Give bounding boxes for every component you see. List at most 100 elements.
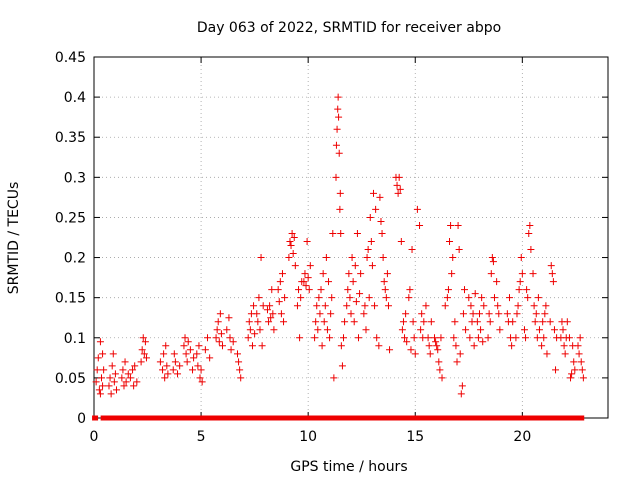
data-point	[332, 141, 340, 149]
zero-baseline-point	[555, 415, 562, 421]
data-point	[278, 270, 286, 278]
data-point	[526, 221, 534, 229]
data-point	[204, 334, 212, 342]
data-point	[368, 262, 376, 270]
data-point	[560, 342, 568, 350]
data-point	[446, 238, 454, 246]
zero-baseline-point	[118, 415, 125, 421]
zero-baseline-point	[451, 415, 458, 421]
zero-baseline-point	[383, 415, 390, 421]
data-point	[437, 334, 445, 342]
data-point	[295, 286, 303, 294]
data-point	[196, 374, 204, 382]
data-point	[156, 358, 164, 366]
zero-baseline-point	[264, 415, 271, 421]
zero-baseline-point	[223, 415, 230, 421]
data-point	[329, 229, 337, 237]
data-point	[285, 254, 293, 262]
data-point	[122, 378, 130, 386]
zero-baseline-point	[197, 415, 204, 421]
zero-baseline-point	[172, 415, 179, 421]
data-point	[480, 302, 488, 310]
data-point	[142, 354, 150, 362]
zero-baseline-point	[279, 415, 286, 421]
data-point	[315, 294, 323, 302]
data-point	[376, 193, 384, 201]
zero-baseline-point	[502, 415, 509, 421]
data-point	[361, 302, 369, 310]
x-axis-title: GPS time / hours	[290, 459, 407, 475]
data-point	[431, 334, 439, 342]
zero-baseline-point	[291, 415, 298, 421]
data-point	[251, 330, 259, 338]
data-point	[452, 342, 460, 350]
zero-baseline-point	[258, 415, 265, 421]
data-point	[99, 350, 107, 358]
data-point	[327, 310, 335, 318]
zero-baseline-point	[390, 415, 397, 421]
data-point	[343, 302, 351, 310]
data-point	[485, 310, 493, 318]
data-point	[533, 334, 541, 342]
data-point	[397, 238, 405, 246]
data-point	[448, 270, 456, 278]
zero-baseline-point	[268, 415, 275, 421]
data-point	[477, 326, 485, 334]
zero-baseline-point	[436, 415, 443, 421]
data-point	[108, 362, 116, 370]
zero-baseline-point	[375, 415, 382, 421]
data-point	[338, 362, 346, 370]
data-point	[265, 318, 273, 326]
data-point	[413, 205, 421, 213]
zero-baseline-point	[204, 415, 211, 421]
data-point	[337, 229, 345, 237]
data-point	[399, 318, 407, 326]
data-point	[348, 254, 356, 262]
data-point	[312, 318, 320, 326]
data-point	[541, 310, 549, 318]
data-point	[395, 173, 403, 181]
data-point	[538, 342, 546, 350]
data-point	[186, 346, 194, 354]
data-point	[213, 326, 221, 334]
zero-baseline-point	[168, 415, 175, 421]
data-point	[332, 173, 340, 181]
data-point	[235, 358, 243, 366]
data-point	[256, 326, 264, 334]
data-point	[476, 310, 483, 318]
data-point	[565, 334, 573, 342]
data-point	[171, 358, 179, 366]
data-point	[449, 254, 457, 262]
zero-baseline-point	[123, 415, 130, 421]
data-point	[245, 318, 253, 326]
data-point	[236, 366, 244, 374]
data-point	[229, 338, 237, 346]
zero-baseline-point	[219, 415, 226, 421]
data-point	[539, 318, 547, 326]
zero-baseline-point	[440, 415, 447, 421]
data-point	[487, 270, 495, 278]
data-point	[311, 334, 319, 342]
data-point	[159, 366, 167, 374]
zero-baseline-point	[215, 415, 222, 421]
zero-baseline-point	[517, 415, 524, 421]
data-point	[405, 294, 413, 302]
data-point	[365, 294, 373, 302]
data-point	[416, 221, 424, 229]
zero-baseline-point	[104, 415, 111, 421]
data-point	[217, 330, 225, 338]
data-point	[225, 314, 233, 322]
data-point	[407, 346, 415, 354]
data-point	[383, 270, 391, 278]
y-tick-label: 0.15	[55, 291, 86, 307]
x-tick-label: 10	[299, 429, 317, 445]
zero-baseline-point	[570, 415, 577, 421]
data-point	[163, 362, 171, 370]
data-point	[479, 338, 487, 346]
zero-baseline-point	[161, 415, 168, 421]
data-point	[297, 294, 305, 302]
zero-baseline-point	[176, 415, 183, 421]
zero-baseline-point	[271, 415, 278, 421]
zero-baseline-point	[417, 415, 424, 421]
data-point	[170, 350, 178, 358]
